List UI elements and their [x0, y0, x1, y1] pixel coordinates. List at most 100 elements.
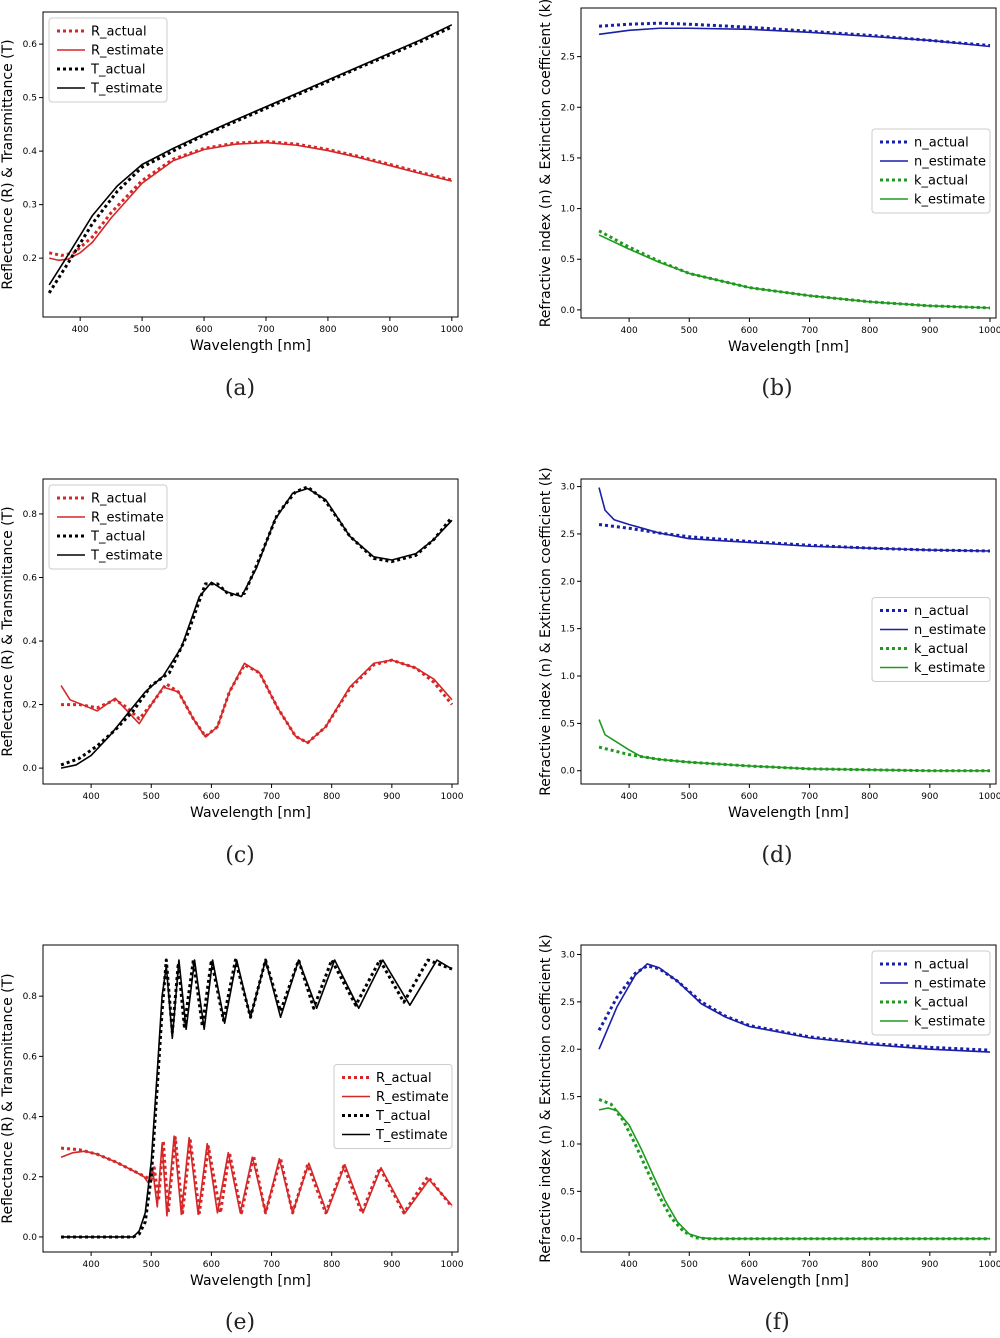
legend-label-T_estimate: T_estimate [90, 549, 163, 564]
y-tick-label: 0.4 [23, 637, 38, 647]
series-k_estimate [598, 719, 990, 772]
caption-d: (d) [761, 843, 793, 868]
series-k_estimate [598, 234, 991, 309]
legend-label-R_estimate: R_estimate [91, 44, 164, 59]
y-tick-label: 0.0 [23, 764, 38, 774]
legend-label-n_actual: n_actual [914, 604, 969, 619]
x-tick-label: 800 [861, 792, 878, 802]
x-tick-label: 500 [681, 1260, 698, 1270]
legend: n_actual n_estimate k_actual k_estimate [871, 597, 991, 682]
x-tick-label: 800 [319, 325, 336, 335]
series-k_actual [598, 229, 991, 310]
x-tick-label: 600 [741, 792, 758, 802]
series-group [598, 487, 991, 773]
x-tick-label: 900 [921, 792, 938, 802]
legend-box [333, 1064, 453, 1149]
x-tick-label: 400 [83, 1260, 100, 1270]
plot-frame [42, 11, 459, 318]
y-tick-label: 0.0 [561, 767, 576, 777]
y-axis-label: Reflectance (R) & Transmittance (T) [0, 973, 16, 1223]
y-tick-label: 2.5 [561, 530, 575, 540]
x-tick-label: 500 [143, 792, 160, 802]
x-tick-label: 1000 [979, 792, 1000, 802]
legend-label-T_estimate: T_estimate [90, 82, 163, 97]
y-tick-label: 2.0 [561, 577, 576, 587]
plot-frame [580, 478, 997, 785]
legend-label-n_estimate: n_estimate [914, 623, 986, 638]
y-axis-label: Reflectance (R) & Transmittance (T) [0, 39, 16, 289]
legend-label-T_estimate: T_estimate [375, 1128, 448, 1143]
x-tick-label: 500 [681, 326, 698, 336]
x-tick-label: 500 [143, 1260, 160, 1270]
series-group [47, 24, 453, 294]
series-group [597, 963, 991, 1241]
x-tick-label: 800 [861, 1260, 878, 1270]
plot-frame [580, 7, 997, 319]
y-tick-label: 0.0 [23, 1233, 38, 1243]
series-T_actual [60, 485, 454, 767]
x-axis-label: Wavelength [nm] [728, 805, 849, 821]
y-tick-label: 0.6 [23, 573, 38, 583]
series-n_estimate [598, 487, 991, 552]
series-T_estimate [48, 24, 453, 286]
x-tick-label: 900 [921, 1260, 938, 1270]
series-k_estimate [598, 1107, 990, 1240]
caption-f: (f) [764, 1310, 790, 1335]
y-tick-label: 0.5 [561, 1187, 575, 1197]
chart-e: 400 500 600 700 800 900 1000 0.0 0.2 0.4 0.6 0.8 Wav… [0, 944, 464, 1289]
legend-box [871, 950, 991, 1036]
chart-c: 400 500 600 700 800 900 1000 0.0 0.2 0.4 0.6 0.8 Wav… [0, 478, 464, 821]
y-tick-label: 0.2 [23, 701, 37, 711]
series-T_estimate [60, 487, 453, 769]
x-tick-label: 800 [323, 1260, 340, 1270]
x-tick-label: 1000 [440, 325, 463, 335]
y-tick-label: 0.8 [23, 510, 38, 520]
x-tick-label: 600 [195, 325, 212, 335]
series-group [60, 958, 454, 1239]
y-tick-label: 3.0 [561, 950, 576, 960]
x-tick-label: 900 [381, 325, 398, 335]
legend-box [871, 128, 991, 214]
y-axis-label: Refractive index (n) & Extinction coeffi… [538, 934, 554, 1263]
y-axis-label: Refractive index (n) & Extinction coeffi… [538, 467, 554, 796]
series-n_estimate [598, 27, 991, 48]
x-tick-label: 600 [741, 326, 758, 336]
legend-label-n_actual: n_actual [914, 136, 969, 151]
y-tick-label: 0.2 [23, 1173, 37, 1183]
y-tick-label: 0.5 [561, 255, 575, 265]
y-tick-label: 1.5 [561, 1093, 575, 1103]
plot-frame [580, 944, 997, 1253]
series-n_actual [597, 964, 991, 1052]
x-axis-label: Wavelength [nm] [190, 338, 311, 354]
legend-label-n_actual: n_actual [914, 958, 969, 973]
legend: n_actual n_estimate k_actual k_estimate [871, 950, 991, 1036]
x-tick-label: 700 [801, 1260, 818, 1270]
legend-label-R_actual: R_actual [91, 25, 147, 40]
x-tick-label: 400 [621, 792, 638, 802]
series-R_actual [48, 139, 453, 257]
legend-label-R_estimate: R_estimate [91, 511, 164, 526]
x-axis-label: Wavelength [nm] [728, 1273, 849, 1289]
legend-label-R_actual: R_actual [376, 1071, 432, 1086]
series-T_actual [47, 25, 453, 294]
legend-box [871, 597, 991, 682]
caption-b: (b) [761, 376, 793, 401]
legend: n_actual n_estimate k_actual k_estimate [871, 128, 991, 214]
y-tick-label: 0.3 [23, 201, 37, 211]
x-tick-label: 400 [621, 1260, 638, 1270]
series-T_actual [61, 958, 453, 1239]
legend-label-R_estimate: R_estimate [376, 1090, 449, 1105]
x-tick-label: 700 [263, 792, 280, 802]
series-n_estimate [598, 963, 991, 1053]
x-tick-label: 400 [621, 326, 638, 336]
x-tick-label: 1000 [441, 1260, 464, 1270]
y-tick-label: 0.0 [561, 306, 576, 316]
y-tick-label: 0.8 [23, 992, 38, 1002]
series-T_estimate [61, 959, 453, 1238]
chart-f: 400 500 600 700 800 900 1000 0.0 0.5 1.0 1.5 2.0 2.5… [538, 934, 1000, 1289]
legend: R_actual R_estimate T_actual T_estimate [48, 484, 168, 570]
x-tick-label: 700 [801, 792, 818, 802]
x-axis-label: Wavelength [nm] [190, 805, 311, 821]
y-tick-label: 2.5 [561, 53, 575, 63]
